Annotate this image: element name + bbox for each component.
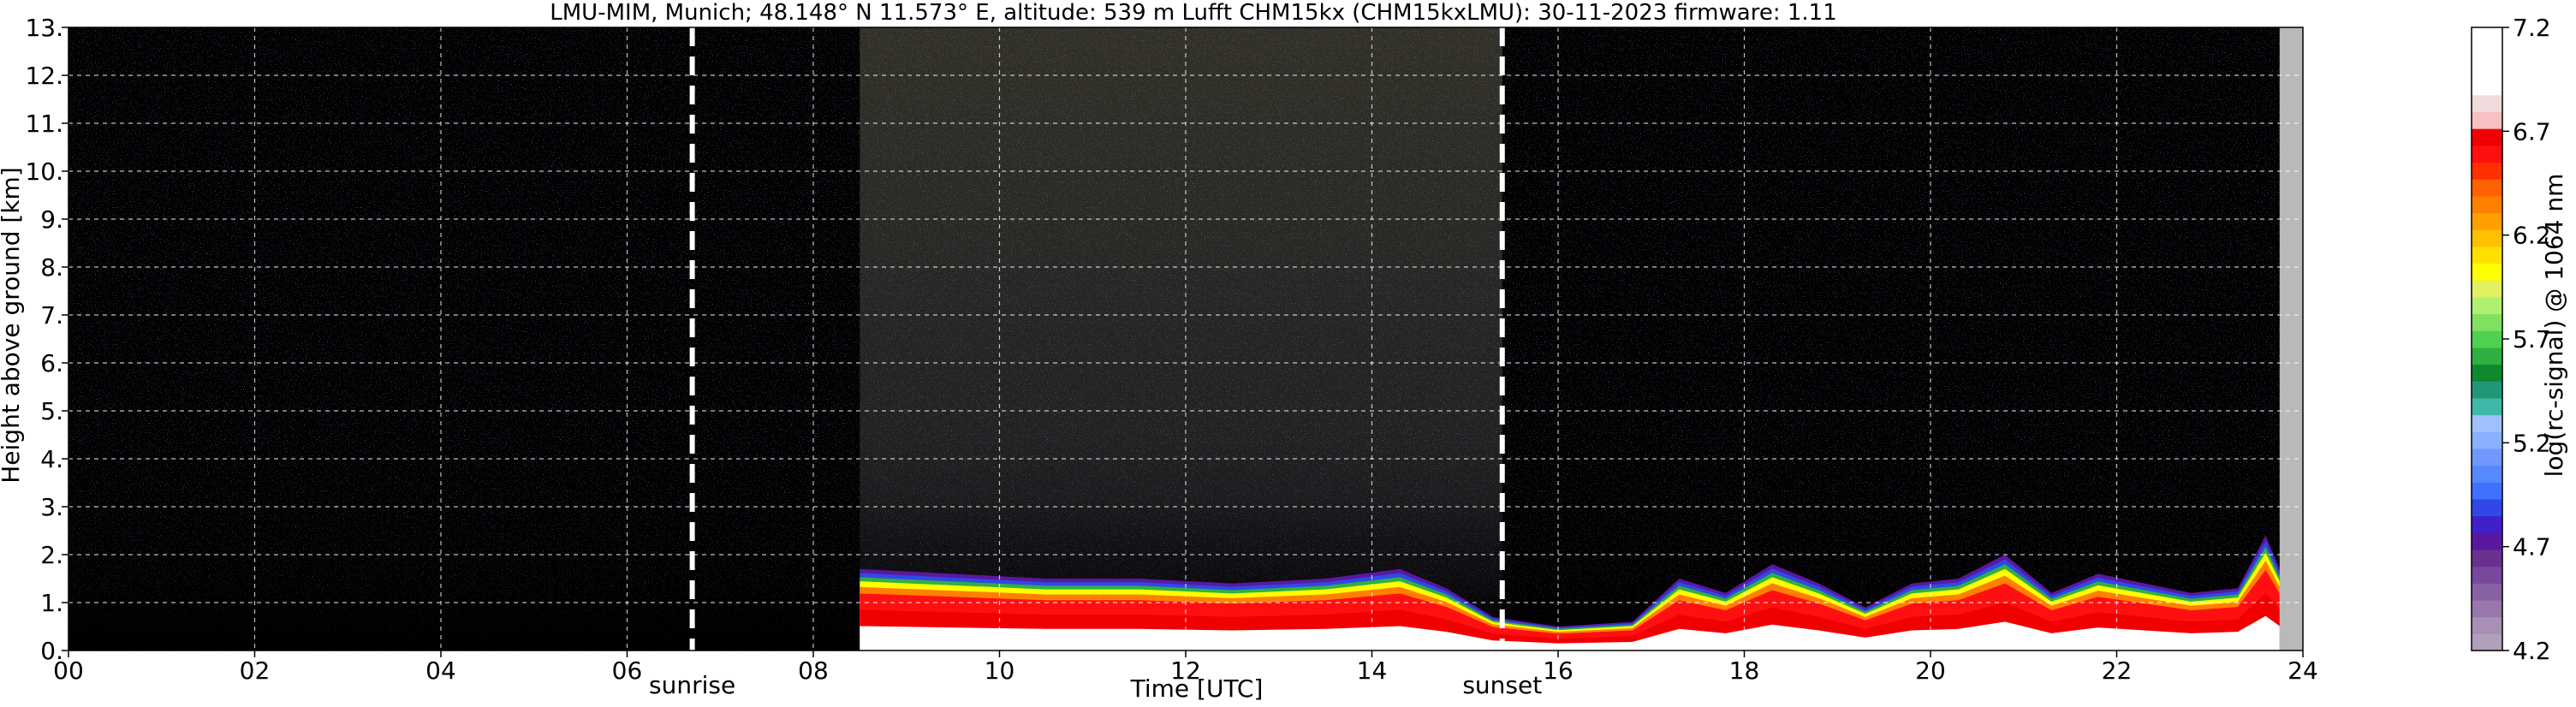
x-tick-label: 06 (612, 656, 643, 685)
x-tick-label: 12 (1170, 656, 1201, 685)
y-tick-label: 6. (40, 349, 63, 377)
colorbar-tick-label: 5.2 (2513, 429, 2551, 457)
colorbar-segment (2472, 195, 2502, 214)
colorbar-segment (2472, 263, 2502, 281)
x-tick-label: 00 (53, 656, 84, 685)
chart-title: LMU-MIM, Munich; 48.148° N 11.573° E, al… (550, 0, 1836, 26)
colorbar-segment (2472, 515, 2502, 533)
colorbar-segment (2472, 44, 2502, 62)
colorbar-segment (2472, 566, 2502, 584)
colorbar-segment (2472, 78, 2502, 96)
colorbar-segment (2472, 313, 2502, 331)
y-tick-label: 5. (40, 397, 63, 425)
y-tick-label: 7. (40, 301, 63, 330)
x-tick-label: 24 (2287, 656, 2318, 685)
layer-band (860, 615, 2280, 651)
colorbar-segment (2472, 280, 2502, 298)
y-tick-label: 13. (25, 14, 63, 42)
colorbar-segment (2472, 599, 2502, 618)
colorbar-segment (2472, 296, 2502, 315)
colorbar-segment (2472, 179, 2502, 197)
x-tick-label: 16 (1543, 656, 1574, 685)
y-tick-label: 0. (40, 637, 63, 665)
colorbar-segment (2472, 212, 2502, 230)
colorbar-ticks: 4.2 4.7 5.2 5.7 6.2 6.7 7.2 (2502, 14, 2551, 665)
x-axis-ticks: 00 02 04 06 08 10 12 14 16 18 20 22 24 (53, 651, 2318, 685)
y-tick-label: 4. (40, 445, 63, 473)
colorbar-tick-label: 6.2 (2513, 222, 2551, 250)
colorbar-segment (2472, 633, 2502, 651)
colorbar-segment (2472, 111, 2502, 129)
colorbar-tick-label: 7.2 (2513, 14, 2551, 42)
colorbar-segment (2472, 145, 2502, 163)
colorbar-segment (2472, 162, 2502, 180)
y-axis-ticks: 0. 1. 2. 3. 4. 5. 6. 7. 8. 9. 10. 11. 12. 13. (25, 14, 68, 665)
event-labels: sunrise sunset (649, 671, 1542, 699)
colorbar-segment (2472, 583, 2502, 601)
y-tick-label: 11. (25, 110, 63, 138)
colorbar-tick-label: 4.7 (2513, 533, 2551, 561)
plot-area (68, 27, 2303, 651)
colorbar-label: log(rc-signal) @ 1064 nm (2540, 174, 2568, 478)
x-tick-label: 18 (1729, 656, 1760, 685)
colorbar-segment (2472, 532, 2502, 550)
colorbar-segment (2472, 616, 2502, 634)
no-data-region (2279, 27, 2303, 651)
colorbar-segment (2472, 61, 2502, 79)
x-tick-label: 10 (985, 656, 1015, 685)
colorbar-segment (2472, 397, 2502, 416)
colorbar-segment (2472, 128, 2502, 146)
colorbar (2471, 27, 2503, 651)
colorbar-segment (2472, 94, 2502, 112)
colorbar-segment (2472, 414, 2502, 432)
x-tick-label: 20 (1915, 656, 1946, 685)
y-tick-label: 1. (40, 589, 63, 617)
colorbar-segment (2472, 448, 2502, 466)
colorbar-segment (2472, 347, 2502, 365)
event-label: sunset (1462, 671, 1542, 699)
colorbar-segment (2472, 330, 2502, 348)
aerosol-layer (860, 535, 2280, 651)
y-tick-label: 2. (40, 541, 63, 569)
y-tick-label: 10. (25, 157, 63, 186)
x-tick-label: 14 (1357, 656, 1388, 685)
colorbar-tick-label: 6.7 (2513, 117, 2551, 146)
y-axis-label: Height above ground [km] (0, 167, 25, 484)
colorbar-segment (2472, 246, 2502, 264)
x-tick-label: 08 (798, 656, 829, 685)
y-tick-label: 12. (25, 62, 63, 90)
colorbar-segment (2472, 549, 2502, 567)
colorbar-segment (2472, 498, 2502, 517)
x-tick-label: 22 (2102, 656, 2133, 685)
colorbar-tick-label: 4.2 (2513, 637, 2551, 665)
event-label: sunrise (649, 671, 735, 699)
colorbar-segment (2472, 465, 2502, 483)
colorbar-tick-label: 5.7 (2513, 325, 2551, 354)
x-tick-label: 02 (240, 656, 271, 685)
grid (68, 27, 2303, 651)
colorbar-segment (2472, 364, 2502, 382)
y-tick-label: 9. (40, 205, 63, 234)
x-tick-label: 04 (425, 656, 456, 685)
x-axis-label: Time [UTC] (1130, 674, 1264, 703)
colorbar-segment (2472, 27, 2502, 45)
colorbar-segment (2472, 431, 2502, 449)
colorbar-segment (2472, 482, 2502, 500)
event-lines (689, 27, 1505, 651)
y-tick-label: 8. (40, 253, 63, 282)
colorbar-segment (2472, 229, 2502, 247)
y-tick-label: 3. (40, 493, 63, 521)
colorbar-segment (2472, 381, 2502, 399)
